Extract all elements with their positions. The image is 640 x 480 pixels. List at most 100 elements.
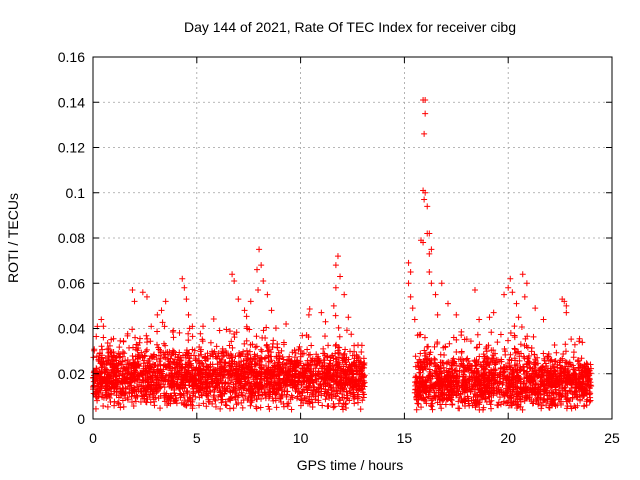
data-point: [350, 360, 357, 367]
data-point: [422, 110, 429, 117]
data-point: [154, 311, 161, 318]
data-point: [421, 347, 428, 354]
data-point: [256, 246, 263, 253]
data-point: [247, 395, 254, 402]
data-point: [538, 402, 545, 409]
data-point: [544, 354, 551, 361]
data-point: [148, 385, 155, 392]
data-point: [152, 382, 159, 389]
data-point: [160, 381, 167, 388]
data-point: [538, 405, 545, 412]
data-point: [143, 391, 150, 398]
data-point: [111, 398, 118, 405]
data-point: [162, 392, 169, 399]
data-point: [523, 342, 530, 349]
data-point: [136, 381, 143, 388]
data-point: [333, 387, 340, 394]
data-point: [359, 364, 366, 371]
data-point: [204, 383, 211, 390]
data-point: [284, 383, 291, 390]
data-point: [235, 376, 242, 383]
data-point: [497, 331, 504, 338]
data-point: [181, 375, 188, 382]
data-point: [421, 196, 428, 203]
data-point: [304, 377, 311, 384]
data-point: [144, 335, 151, 342]
data-point: [159, 370, 166, 377]
data-point: [348, 331, 355, 338]
data-point: [210, 316, 217, 323]
data-point: [552, 386, 559, 393]
data-point: [196, 394, 203, 401]
data-point: [360, 394, 367, 401]
data-point: [543, 402, 550, 409]
data-point: [226, 328, 233, 335]
data-point: [507, 351, 514, 358]
data-point: [110, 349, 117, 356]
data-point: [280, 341, 287, 348]
data-point: [227, 397, 234, 404]
data-point: [324, 370, 331, 377]
data-point: [270, 388, 277, 395]
data-point: [243, 323, 250, 330]
data-point: [233, 329, 240, 336]
data-point: [347, 348, 354, 355]
data-point: [333, 371, 340, 378]
data-point: [343, 388, 350, 395]
y-tick-label: 0.14: [58, 94, 85, 110]
data-point: [336, 344, 343, 351]
data-point: [321, 333, 328, 340]
data-point: [129, 287, 136, 294]
data-point: [322, 318, 329, 325]
data-point: [117, 368, 124, 375]
data-point: [190, 352, 197, 359]
data-point: [168, 380, 175, 387]
data-point: [286, 368, 293, 375]
data-point: [576, 391, 583, 398]
data-point: [467, 338, 474, 345]
data-point: [130, 402, 137, 409]
data-point: [310, 386, 317, 393]
data-point: [306, 393, 313, 400]
data-point: [275, 371, 282, 378]
data-point: [414, 332, 421, 339]
data-points: [90, 96, 595, 413]
data-point: [195, 387, 202, 394]
data-point: [334, 253, 341, 260]
data-point: [245, 352, 252, 359]
data-point: [219, 345, 226, 352]
data-point: [473, 344, 480, 351]
data-point: [277, 395, 284, 402]
data-point: [424, 203, 431, 210]
data-point: [195, 364, 202, 371]
data-point: [209, 367, 216, 374]
data-point: [254, 352, 261, 359]
data-point: [528, 348, 535, 355]
data-point: [265, 366, 272, 373]
data-point: [122, 357, 129, 364]
data-point: [157, 392, 164, 399]
data-point: [339, 390, 346, 397]
data-point: [326, 394, 333, 401]
data-point: [213, 367, 220, 374]
data-point: [486, 362, 493, 369]
data-point: [287, 379, 294, 386]
data-point: [140, 377, 147, 384]
data-point: [222, 398, 229, 405]
data-point: [332, 358, 339, 365]
data-point: [354, 399, 361, 406]
data-point: [288, 406, 295, 413]
data-point: [248, 392, 255, 399]
data-point: [292, 350, 299, 357]
data-point: [190, 365, 197, 372]
data-point: [180, 381, 187, 388]
data-point: [505, 337, 512, 344]
data-point: [287, 360, 294, 367]
data-point: [219, 396, 226, 403]
data-point: [302, 383, 309, 390]
data-point: [249, 341, 256, 348]
data-point: [296, 343, 303, 350]
data-point: [204, 350, 211, 357]
data-point: [554, 361, 561, 368]
data-point: [243, 337, 250, 344]
